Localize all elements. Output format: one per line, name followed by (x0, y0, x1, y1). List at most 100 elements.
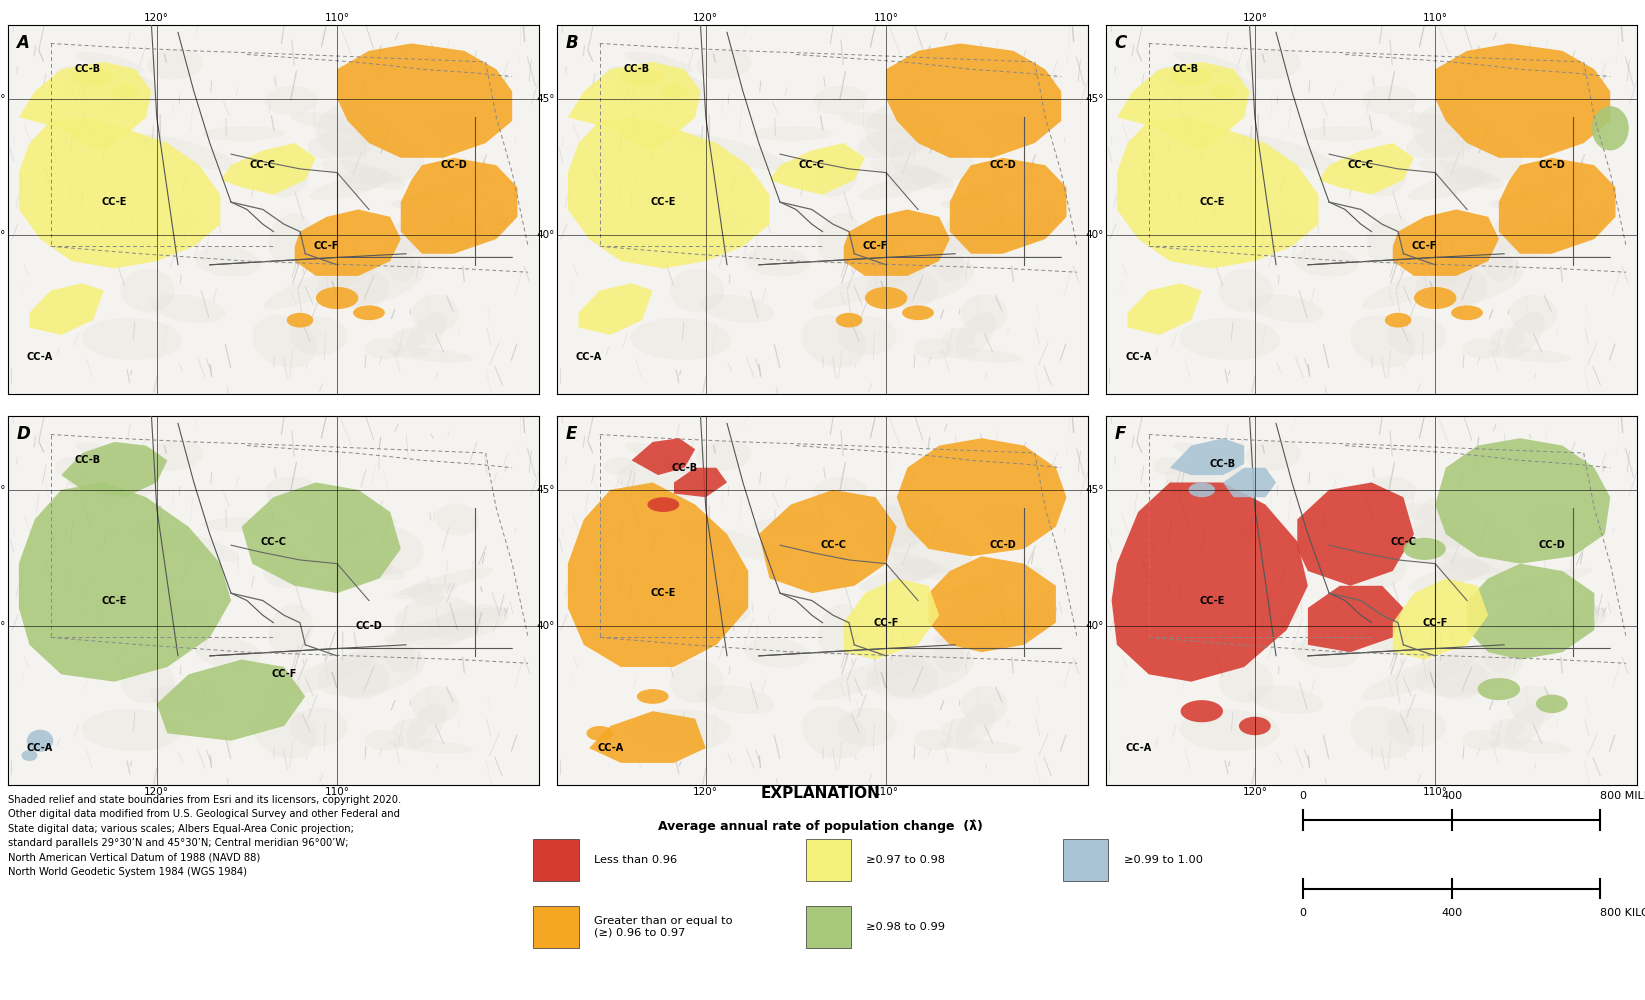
Ellipse shape (1487, 348, 1571, 362)
Ellipse shape (956, 703, 995, 748)
Text: ≥0.98 to 0.99: ≥0.98 to 0.99 (867, 922, 946, 932)
Ellipse shape (1293, 638, 1359, 668)
Ellipse shape (679, 134, 788, 170)
Ellipse shape (169, 602, 201, 623)
Ellipse shape (1245, 440, 1301, 471)
Text: E: E (566, 425, 577, 443)
Polygon shape (1222, 468, 1277, 497)
Ellipse shape (865, 495, 931, 548)
Ellipse shape (1301, 126, 1382, 141)
Ellipse shape (429, 604, 508, 640)
Text: 400: 400 (1441, 908, 1462, 918)
Ellipse shape (341, 133, 424, 183)
Ellipse shape (21, 750, 38, 761)
Text: 800 KILOMETERS: 800 KILOMETERS (1601, 908, 1645, 918)
Text: CC-C: CC-C (821, 540, 846, 550)
Ellipse shape (1406, 129, 1464, 159)
Text: CC-B: CC-B (1211, 459, 1235, 469)
Ellipse shape (263, 261, 378, 309)
Ellipse shape (1438, 133, 1522, 183)
Ellipse shape (263, 652, 378, 700)
Ellipse shape (977, 604, 1058, 640)
Polygon shape (156, 660, 306, 741)
Ellipse shape (1490, 719, 1525, 740)
Text: CC-A: CC-A (597, 743, 623, 753)
Ellipse shape (54, 457, 86, 475)
Ellipse shape (72, 67, 114, 86)
Text: CC-F: CC-F (271, 669, 296, 679)
Ellipse shape (1413, 104, 1481, 157)
Polygon shape (770, 143, 865, 195)
Polygon shape (589, 711, 706, 763)
Text: 120°: 120° (693, 787, 719, 797)
Ellipse shape (865, 254, 974, 306)
Ellipse shape (321, 551, 406, 580)
Ellipse shape (813, 261, 926, 309)
Ellipse shape (268, 604, 313, 655)
Text: CC-F: CC-F (873, 618, 898, 628)
Ellipse shape (1209, 84, 1237, 99)
Ellipse shape (1153, 66, 1184, 84)
Ellipse shape (308, 129, 367, 159)
Ellipse shape (1219, 269, 1273, 312)
Ellipse shape (290, 316, 347, 355)
Ellipse shape (630, 709, 730, 751)
Ellipse shape (719, 602, 750, 623)
Ellipse shape (617, 461, 707, 500)
Ellipse shape (813, 652, 926, 700)
Text: CC-D: CC-D (355, 621, 382, 631)
Ellipse shape (888, 524, 974, 574)
Ellipse shape (1439, 167, 1487, 190)
Ellipse shape (1388, 112, 1495, 134)
Ellipse shape (890, 558, 938, 581)
Text: 40°: 40° (1086, 230, 1104, 240)
Ellipse shape (67, 461, 160, 500)
Ellipse shape (977, 213, 1058, 249)
Ellipse shape (252, 315, 317, 368)
Text: CC-B: CC-B (74, 455, 100, 465)
Ellipse shape (1490, 328, 1525, 349)
Ellipse shape (938, 348, 1022, 362)
Polygon shape (30, 283, 104, 335)
Text: Shaded relief and state boundaries from Esri and its licensors, copyright 2020.
: Shaded relief and state boundaries from … (8, 795, 401, 877)
Ellipse shape (1533, 112, 1578, 145)
Ellipse shape (1293, 247, 1359, 277)
Polygon shape (401, 158, 518, 254)
Ellipse shape (818, 604, 862, 655)
Ellipse shape (392, 584, 457, 599)
Ellipse shape (1385, 313, 1411, 328)
Ellipse shape (882, 268, 939, 309)
Polygon shape (294, 209, 401, 276)
Ellipse shape (150, 294, 225, 323)
Ellipse shape (1420, 159, 1504, 189)
Ellipse shape (984, 112, 1028, 145)
Text: CC-D: CC-D (990, 540, 1017, 550)
Text: 45°: 45° (0, 94, 5, 104)
Ellipse shape (1301, 517, 1382, 532)
FancyBboxPatch shape (533, 906, 579, 948)
Ellipse shape (663, 461, 694, 475)
Ellipse shape (625, 52, 693, 73)
Ellipse shape (586, 726, 614, 741)
Ellipse shape (1492, 596, 1578, 648)
Ellipse shape (1510, 686, 1556, 724)
Ellipse shape (859, 564, 941, 591)
Ellipse shape (196, 638, 260, 668)
Ellipse shape (408, 584, 444, 606)
Text: Less than 0.96: Less than 0.96 (594, 855, 678, 865)
Ellipse shape (1173, 443, 1242, 465)
Ellipse shape (1388, 503, 1495, 525)
Ellipse shape (1229, 525, 1337, 561)
Ellipse shape (814, 86, 867, 115)
Ellipse shape (1492, 205, 1578, 256)
Text: EXPLANATION: EXPLANATION (762, 786, 880, 801)
Text: 110°: 110° (873, 13, 898, 23)
Polygon shape (220, 143, 316, 195)
Text: 45°: 45° (0, 485, 5, 495)
Ellipse shape (1462, 339, 1502, 359)
Ellipse shape (839, 707, 897, 747)
FancyBboxPatch shape (806, 906, 850, 948)
Polygon shape (674, 468, 727, 497)
Ellipse shape (1179, 709, 1280, 751)
Polygon shape (18, 482, 230, 682)
